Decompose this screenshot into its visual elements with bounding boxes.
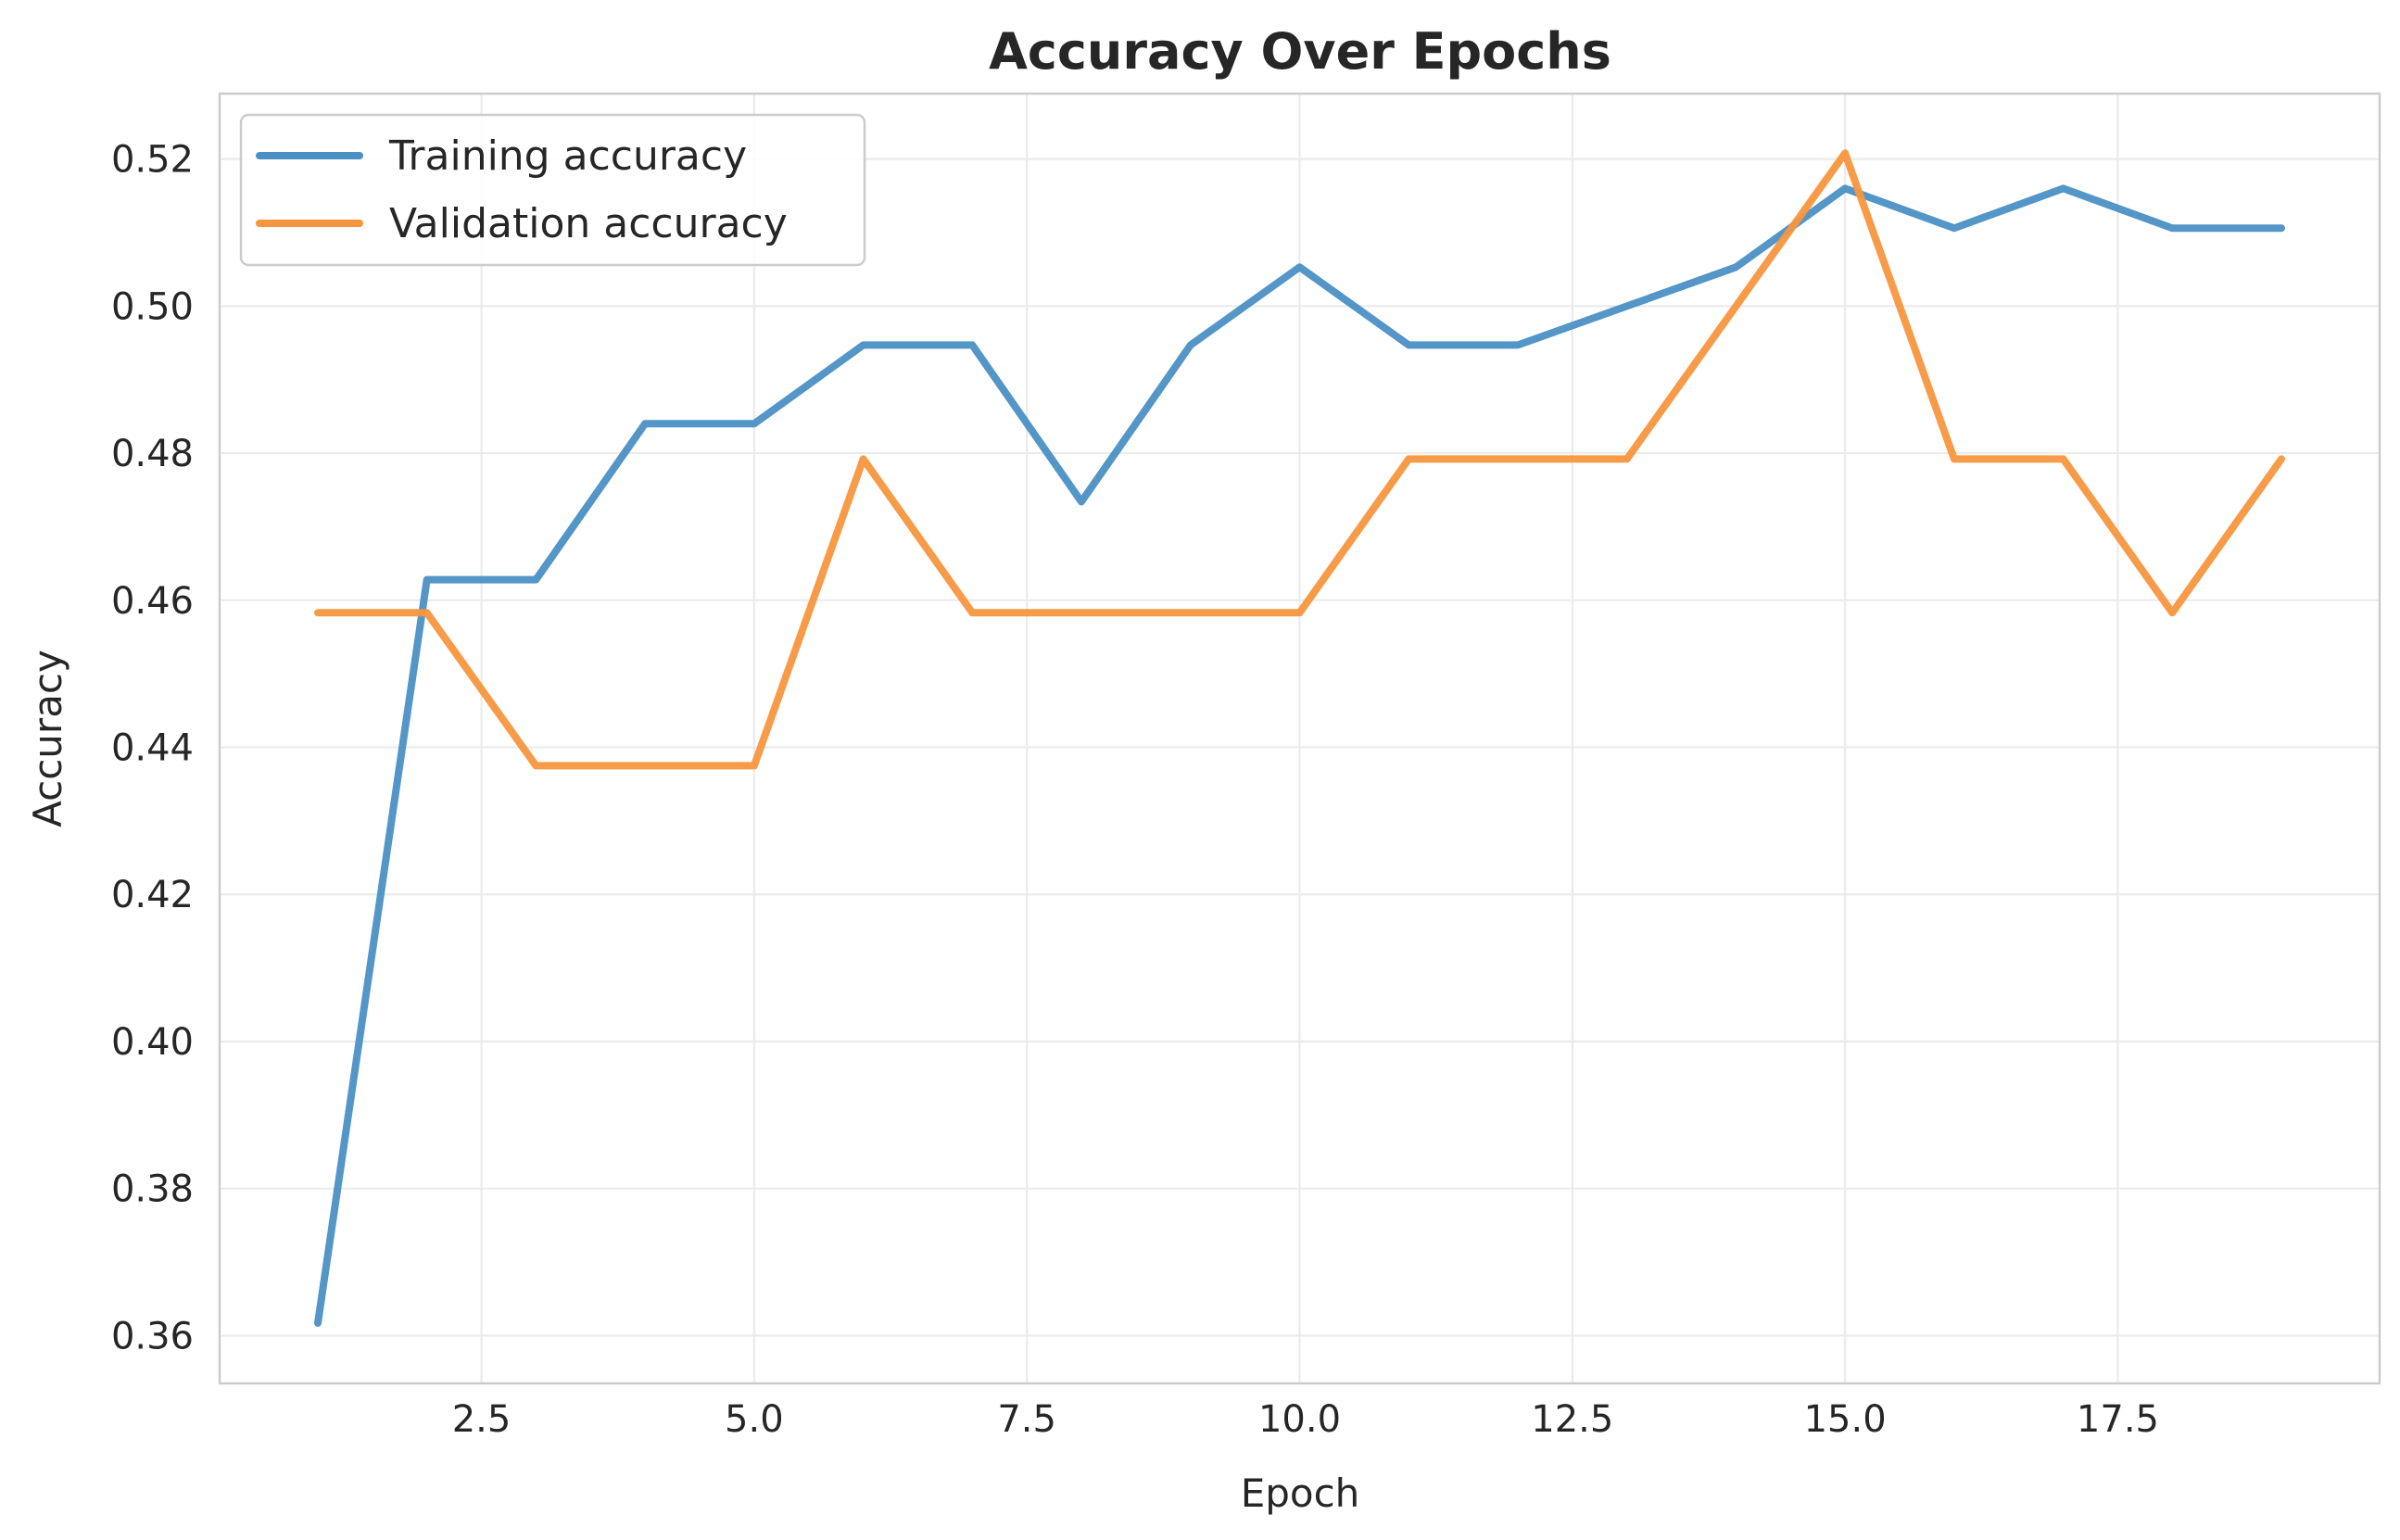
legend: Training accuracy Validation accuracy: [239, 113, 866, 267]
legend-box: [239, 113, 866, 267]
y-tick-label: 0.50: [111, 285, 194, 328]
y-tick-label: 0.46: [111, 580, 194, 623]
validation-accuracy-line: [314, 149, 2285, 770]
y-axis-label: Accuracy: [25, 650, 70, 827]
tick-layer: 2.5 5.0 7.5 10.0 12.5 15.0 17.5 0.36 0.38 0.40 0.4…: [111, 139, 2159, 1441]
y-tick-label: 0.48: [111, 433, 194, 475]
series-layer: [314, 149, 2285, 1327]
y-tick-label: 0.44: [111, 727, 194, 770]
x-tick-label: 12.5: [1531, 1398, 1613, 1441]
training-accuracy-line: [314, 184, 2285, 1327]
plot-frame: [218, 92, 2381, 1385]
x-tick-label: 15.0: [1804, 1398, 1887, 1441]
x-axis-label: Epoch: [1241, 1471, 1360, 1516]
x-tick-label: 5.0: [725, 1398, 784, 1441]
x-tick-label: 7.5: [997, 1398, 1056, 1441]
y-tick-label: 0.36: [111, 1315, 194, 1357]
grid-layer: [220, 94, 2380, 1383]
x-tick-label: 2.5: [452, 1398, 512, 1441]
y-tick-label: 0.38: [111, 1168, 194, 1211]
legend-label-validation: Validation accuracy: [389, 200, 788, 247]
x-tick-label: 10.0: [1258, 1398, 1341, 1441]
y-tick-label: 0.40: [111, 1021, 194, 1064]
y-tick-label: 0.42: [111, 874, 194, 916]
y-tick-label: 0.52: [111, 139, 194, 182]
chart-title: Accuracy Over Epochs: [989, 22, 1611, 81]
legend-label-training: Training accuracy: [388, 133, 747, 180]
x-tick-label: 17.5: [2077, 1398, 2159, 1441]
